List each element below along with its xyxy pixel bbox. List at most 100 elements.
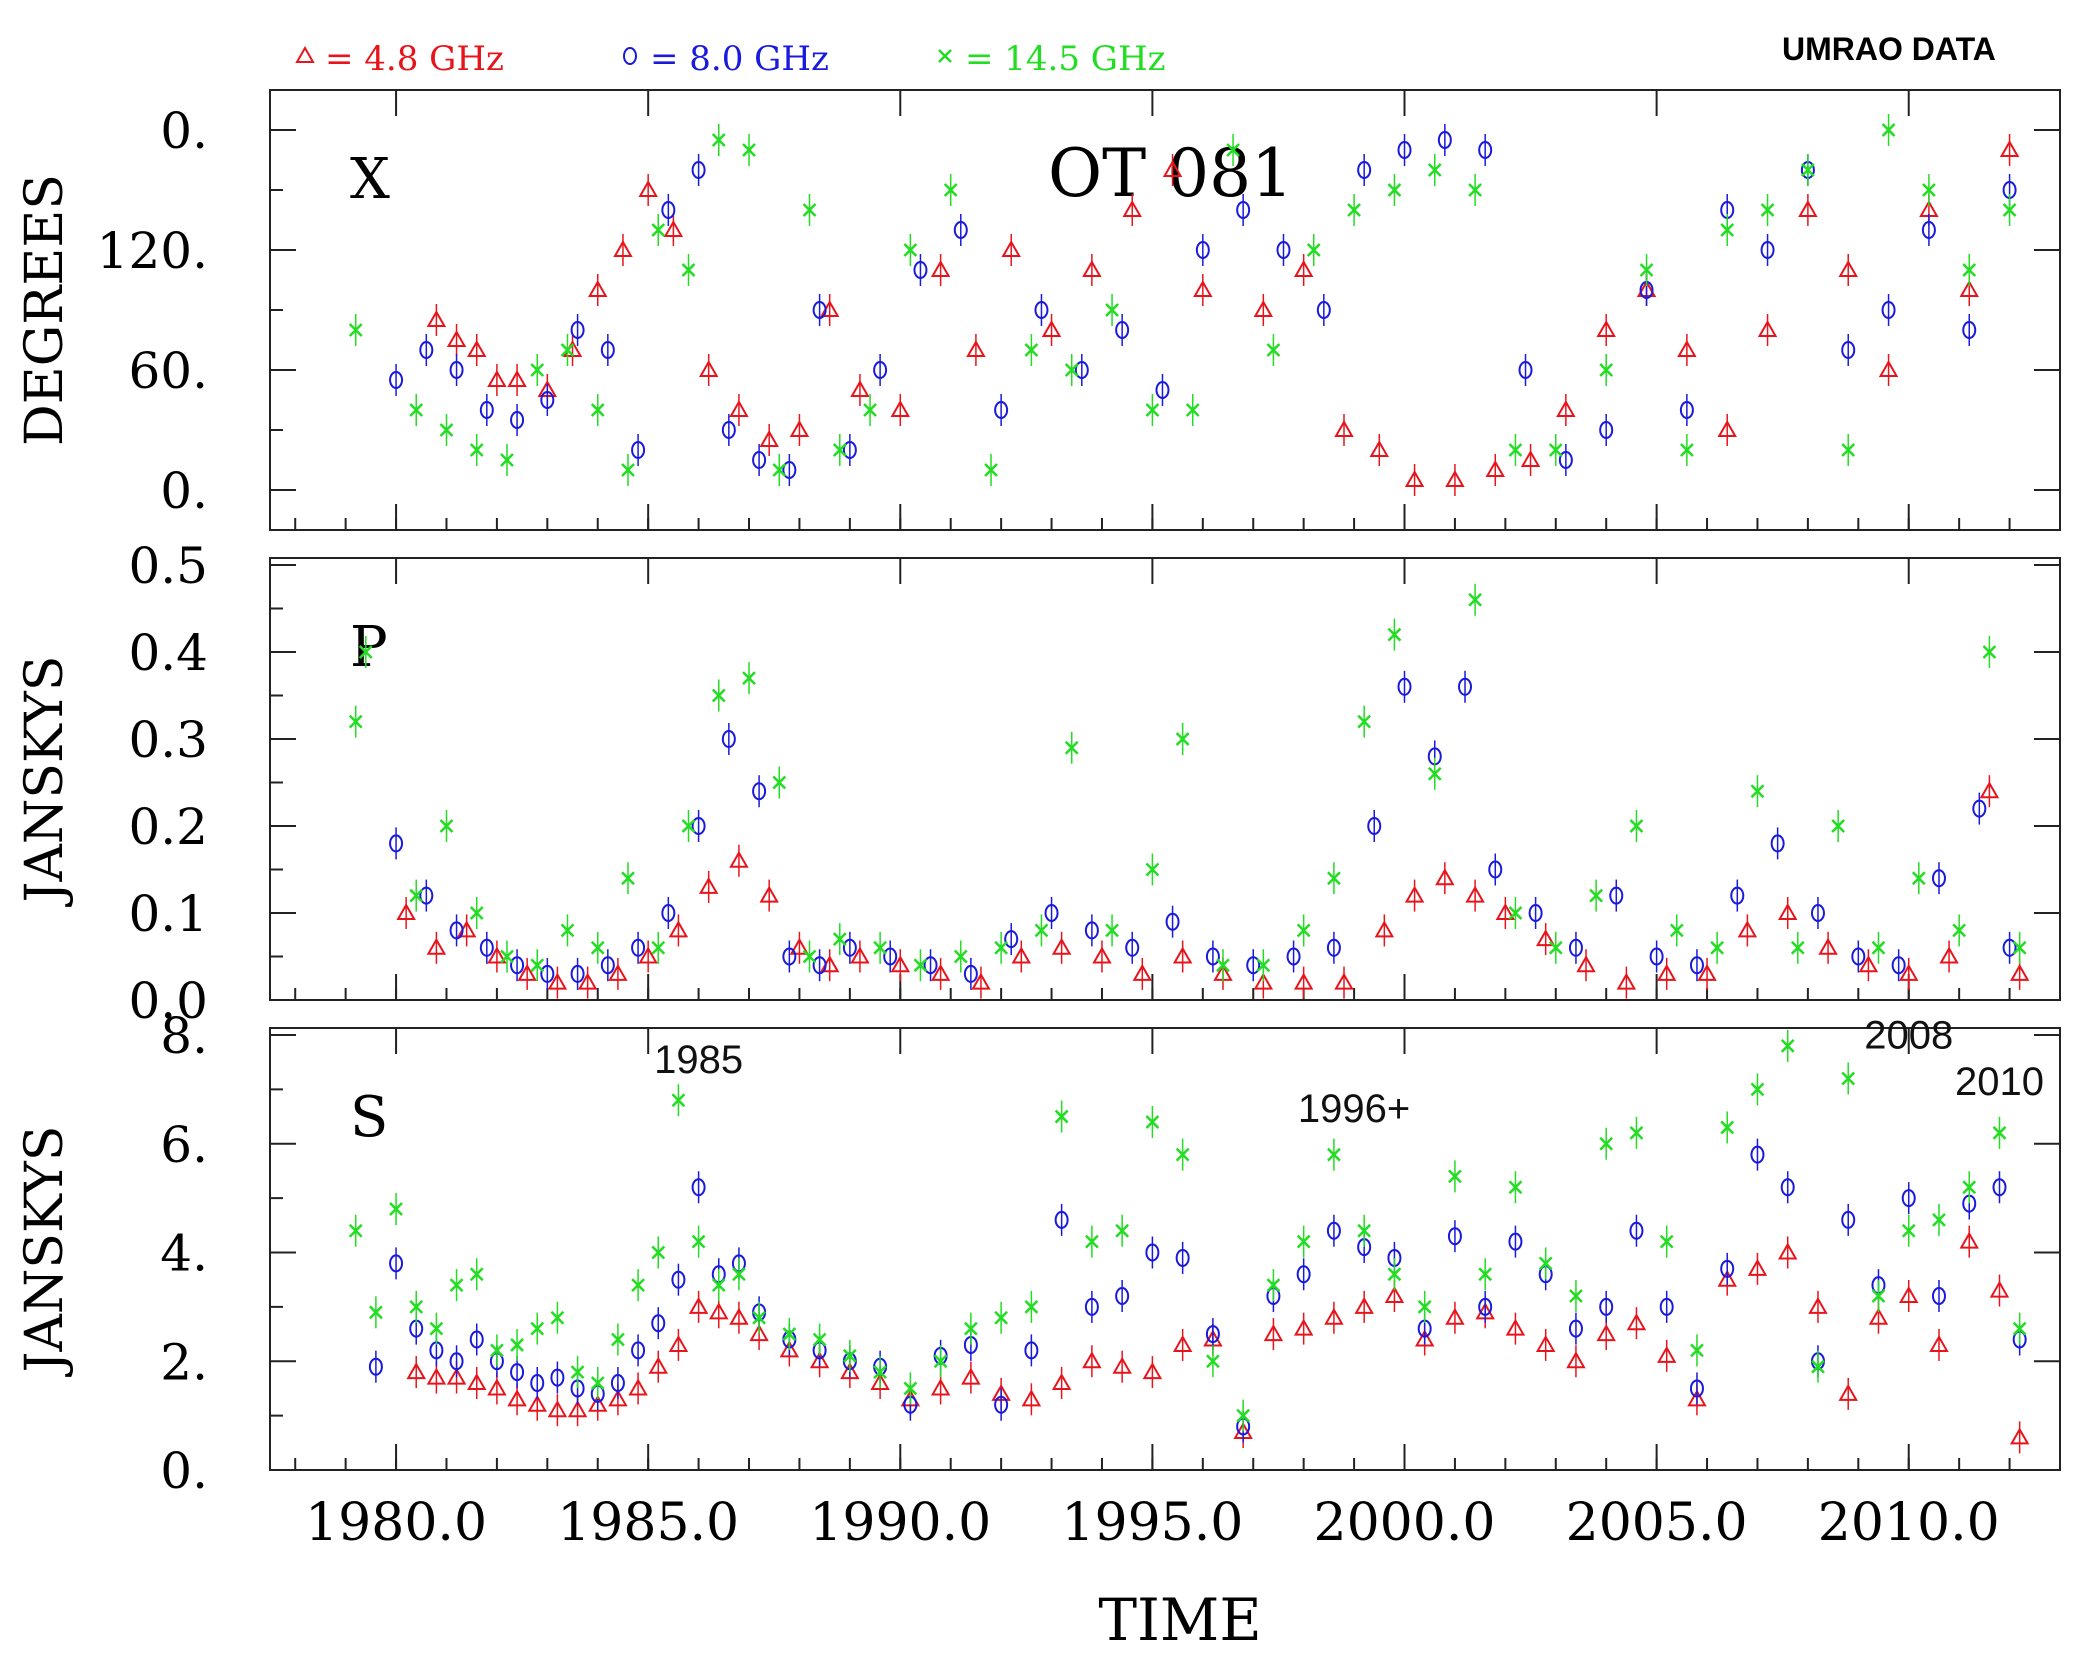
data-point: [560, 923, 575, 938]
data-point: [671, 1093, 686, 1108]
data-point: [588, 279, 608, 297]
data-point: [812, 301, 827, 319]
data-point: [1397, 677, 1412, 696]
data-point: [1226, 143, 1240, 157]
data-point: [540, 391, 555, 409]
data-point: [487, 369, 507, 387]
data-point: [1293, 259, 1314, 277]
data-point: [1569, 1289, 1583, 1303]
data-point: [681, 263, 696, 277]
data-point: [1999, 139, 2020, 157]
data-point: [446, 329, 467, 347]
data-point: [1899, 963, 1919, 981]
data-point: [873, 940, 887, 955]
y-tick-label-p: 0.4: [128, 624, 208, 682]
data-point: [721, 421, 736, 439]
data-point: [570, 964, 585, 983]
data-point: [1599, 1136, 1614, 1151]
data-point: [1538, 1256, 1553, 1271]
data-point: [1253, 299, 1274, 317]
y-axis-label-p: JANSKYS: [15, 656, 75, 908]
legend: = 4.8 GHz = 8.0 GHz = 14.5 GHz: [295, 39, 1166, 79]
data-point: [1710, 940, 1725, 955]
annotation-2008: 2008: [1864, 1014, 1953, 1058]
data-point: [1548, 443, 1563, 457]
data-point: [1324, 1307, 1344, 1325]
data-point: [1162, 159, 1183, 177]
data-point: [1576, 955, 1596, 973]
data-point: [1770, 834, 1785, 853]
data-point: [1931, 869, 1946, 888]
data-point: [1132, 963, 1153, 981]
data-point: [1256, 958, 1271, 973]
data-point: [1357, 714, 1372, 729]
data-point: [782, 461, 797, 479]
legend-marker-14-5ghz: [938, 49, 952, 63]
data-point: [1404, 885, 1425, 903]
data-point: [782, 1327, 797, 1341]
y-tick-label-x: 0.: [160, 102, 208, 160]
data-point: [1051, 937, 1072, 955]
data-point: [1777, 902, 1798, 920]
data-point: [759, 429, 779, 447]
data-point: [1414, 1329, 1435, 1347]
data-point: [449, 921, 464, 940]
data-point: [1656, 1345, 1677, 1363]
data-point: [1374, 920, 1395, 938]
x-tick-label: 2010.0: [1818, 1493, 2000, 1553]
data-point: [1979, 781, 2000, 799]
data-point: [1286, 947, 1301, 966]
data-point: [1520, 449, 1541, 467]
data-point: [1064, 363, 1079, 377]
data-point: [1082, 1351, 1102, 1369]
data-point: [1465, 885, 1485, 903]
x-tick-label: 1980.0: [305, 1493, 487, 1553]
data-point: [1296, 1265, 1311, 1284]
legend-entry-14-5ghz: = 14.5 GHz: [938, 39, 1166, 79]
data-point: [1599, 363, 1614, 377]
data-point: [1246, 956, 1261, 975]
data-point: [709, 1302, 729, 1320]
data-point: [1982, 645, 1997, 659]
data-point: [409, 888, 424, 903]
data-point: [749, 1324, 769, 1342]
data-point: [1757, 319, 1778, 337]
panel-frame-p: [269, 557, 2061, 1001]
data-point: [479, 401, 494, 419]
data-point: [802, 203, 817, 217]
panel-x: 0. 60. 120. 0. DEGREES X: [15, 89, 2061, 531]
data-point: [419, 341, 434, 359]
data-point: [691, 1234, 706, 1249]
data-point: [759, 885, 779, 903]
data-point: [358, 645, 373, 659]
data-point: [1750, 784, 1765, 799]
data-point: [1327, 1147, 1341, 1162]
data-point: [610, 1374, 625, 1392]
x-tick-label: 2005.0: [1566, 1493, 1748, 1553]
data-point: [651, 1314, 666, 1333]
legend-label-8-0ghz: = 8.0 GHz: [650, 39, 829, 79]
data-point: [613, 239, 633, 257]
data-point: [1458, 677, 1473, 696]
data-point: [1216, 958, 1230, 973]
data-point: [850, 379, 870, 397]
y-tick-label-x: 120.: [97, 222, 208, 280]
data-point: [1508, 443, 1523, 457]
data-point: [883, 947, 898, 966]
data-point: [507, 369, 527, 387]
data-point: [479, 938, 494, 957]
data-point: [1780, 1178, 1795, 1197]
data-point: [903, 1381, 918, 1396]
data-point: [752, 451, 767, 469]
data-point: [1871, 940, 1886, 955]
data-point: [1810, 904, 1825, 922]
data-point: [1599, 1297, 1614, 1316]
series-s-8-0ghz: [368, 1138, 2027, 1443]
y-tick-label-p: 0.1: [128, 885, 208, 943]
data-point: [1354, 1296, 1374, 1314]
data-point: [1084, 921, 1099, 940]
data-point: [1599, 421, 1614, 439]
data-point: [1357, 161, 1372, 179]
data-point: [1326, 1221, 1341, 1240]
data-point: [1687, 1389, 1707, 1407]
